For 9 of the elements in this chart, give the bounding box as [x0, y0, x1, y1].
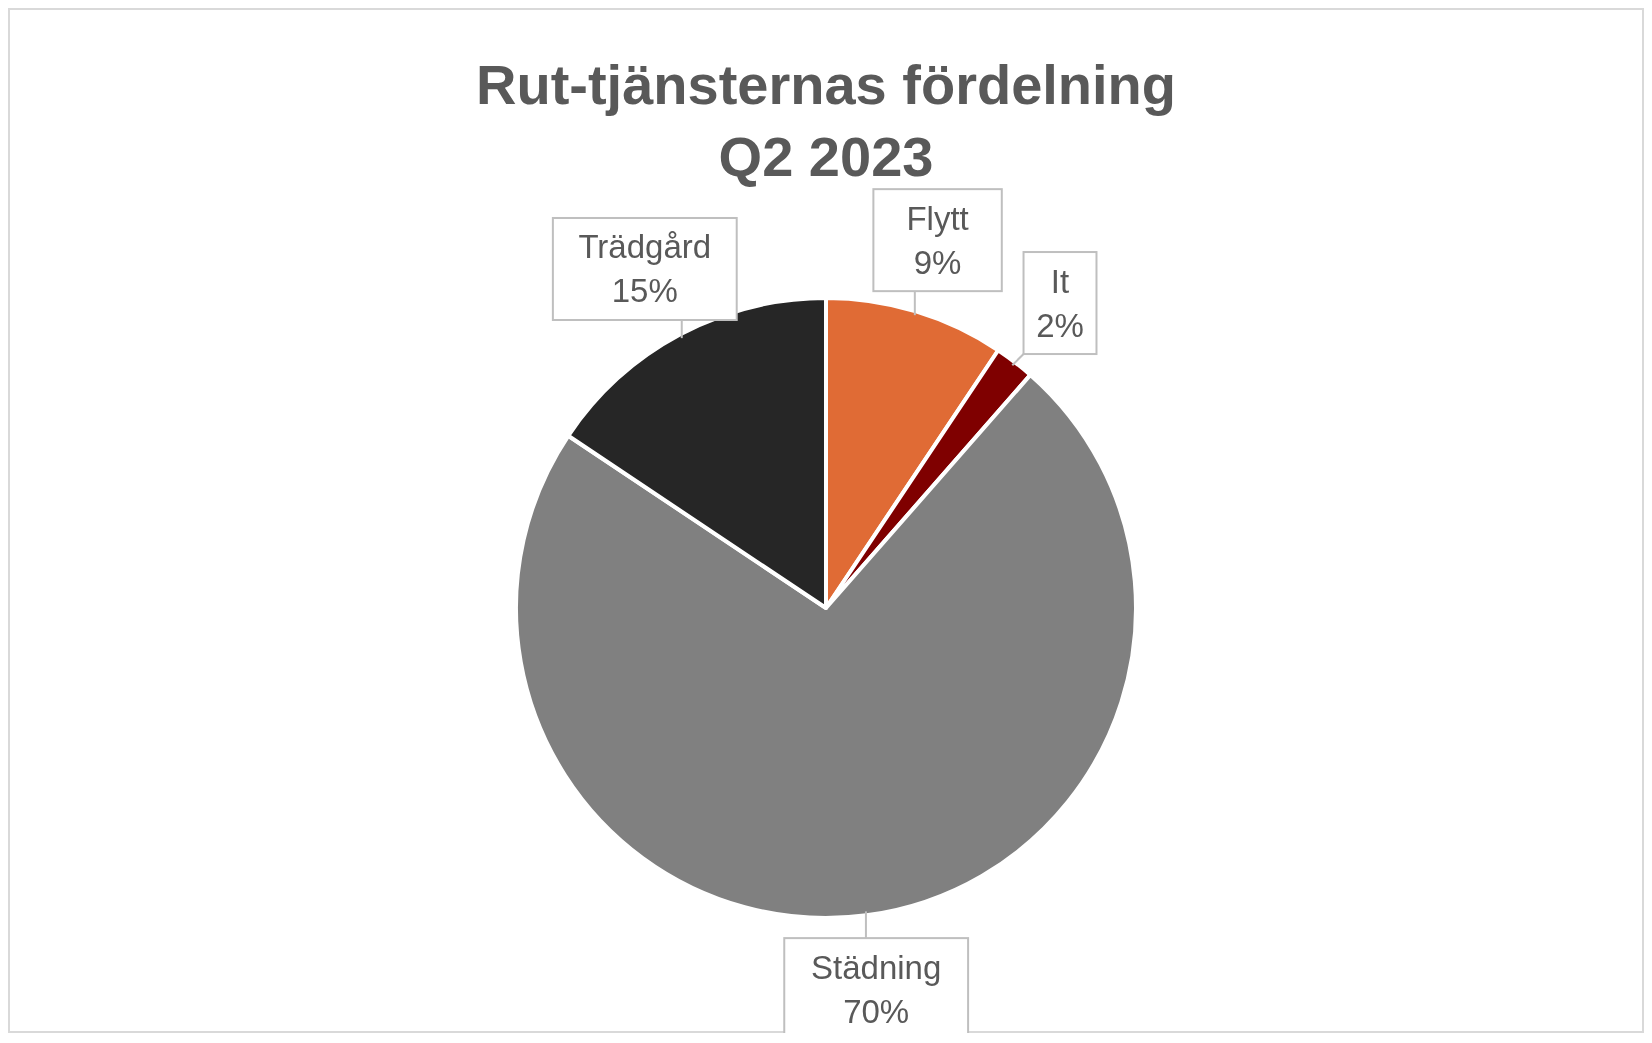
slice-label: Flytt: [906, 199, 969, 237]
data-label: 70%: [843, 992, 910, 1030]
data-label: 9%: [913, 243, 962, 281]
chart-title: Rut-tjänsternas fördelning Q2 2023: [475, 52, 1177, 188]
slice-label: Trädgård: [578, 228, 712, 266]
slice-label: Städning: [811, 948, 942, 986]
data-label: 2%: [1036, 306, 1084, 344]
data-label: 15%: [611, 272, 678, 310]
slice-label: It: [1050, 262, 1070, 300]
